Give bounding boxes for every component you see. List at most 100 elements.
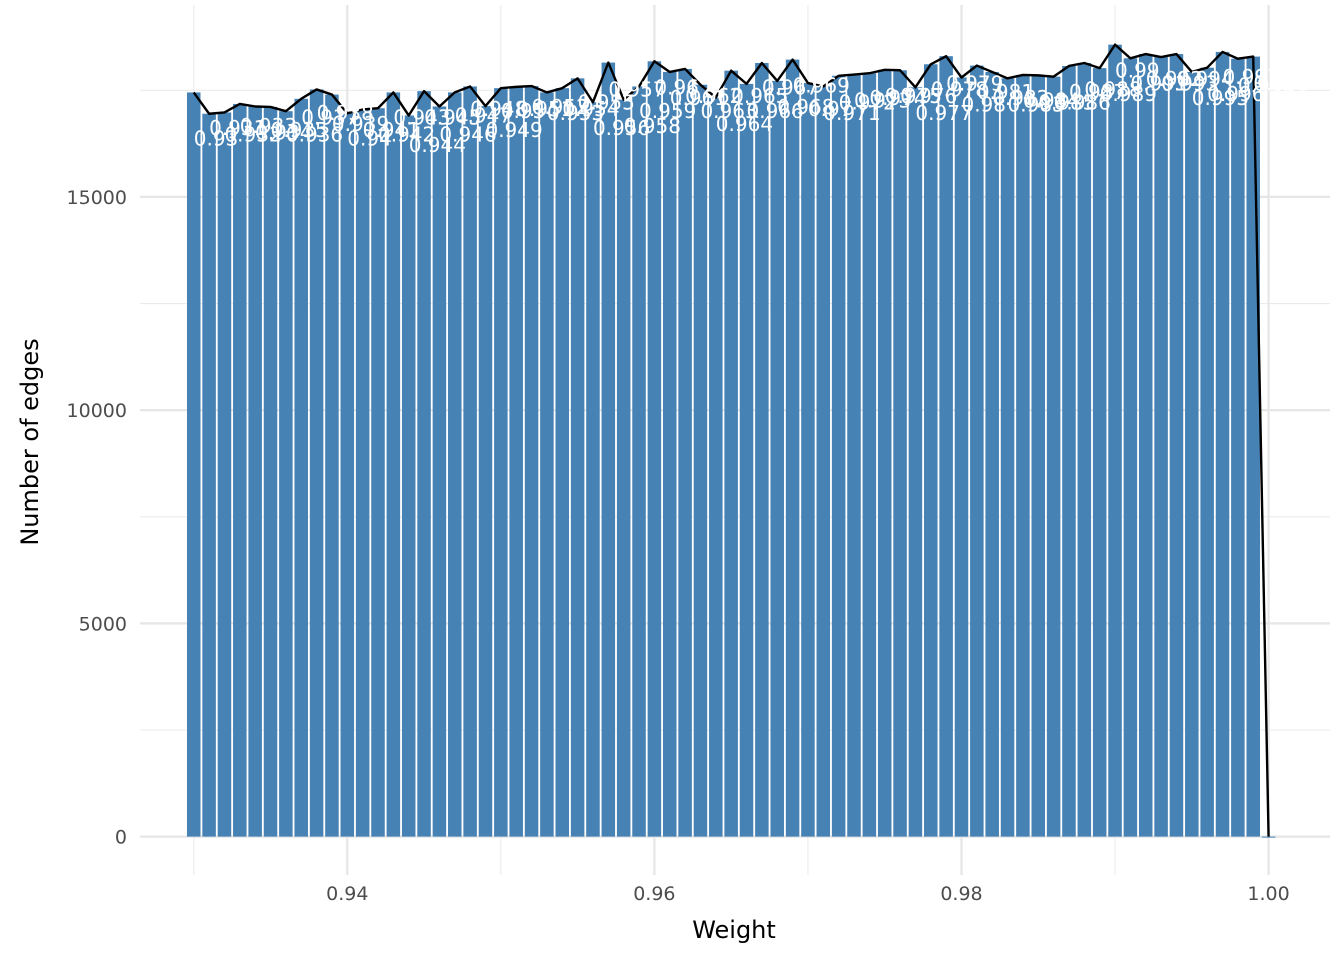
bar xyxy=(939,56,953,837)
bar xyxy=(1000,78,1015,837)
bar xyxy=(755,63,769,837)
bar xyxy=(893,70,907,837)
x-tick-label: 0.94 xyxy=(326,883,368,905)
bar xyxy=(586,102,600,837)
bar-label: 0.949 xyxy=(485,118,542,142)
bar-label: 0.938 xyxy=(317,101,374,125)
bar-label: 0.942 xyxy=(378,122,435,146)
bar xyxy=(862,73,877,837)
bar-label: 0.978 xyxy=(931,78,988,102)
bar xyxy=(570,78,585,837)
bar-label: 0.953 xyxy=(547,101,604,125)
bar xyxy=(924,64,938,837)
bar xyxy=(432,106,447,837)
bar xyxy=(540,92,554,837)
bar xyxy=(494,88,508,837)
bar-label: 0.975 xyxy=(885,84,942,108)
bar-label: 0.99 xyxy=(1115,59,1160,83)
y-tick-label: 5000 xyxy=(79,613,127,635)
bar-label: 0.935 xyxy=(271,118,328,142)
y-axis-ticks: 0 5000 10000 15000 xyxy=(67,187,127,849)
bar xyxy=(386,92,401,837)
bar-label: 0.977 xyxy=(915,101,972,125)
bar xyxy=(739,83,754,837)
bar-label: 0.989 xyxy=(1100,82,1157,106)
bar xyxy=(325,94,339,837)
x-tick-label: 1.00 xyxy=(1247,883,1289,905)
bar xyxy=(1062,65,1076,837)
bar xyxy=(555,88,570,837)
bar-label: 0.95 xyxy=(501,99,546,123)
bar-label: 0.97 xyxy=(808,97,853,121)
bar-label: 0.994 xyxy=(1176,67,1233,91)
bar-label: 0.96 xyxy=(654,76,699,100)
bar xyxy=(647,61,662,837)
bar-label: 0.974 xyxy=(869,86,926,110)
bar xyxy=(478,106,493,837)
bar-label: 0.941 xyxy=(363,118,420,142)
bar-labels: 0.930.9310.9320.9330.9340.9350.9360.9370… xyxy=(194,59,1311,158)
line-layer xyxy=(192,43,1270,837)
bar xyxy=(1231,58,1245,837)
bar-label: 0.968 xyxy=(777,95,834,119)
x-tick-label: 0.98 xyxy=(940,883,982,905)
bar-label: 0.997 xyxy=(1223,65,1280,89)
bar-label: 0.98 xyxy=(961,93,1006,117)
bar xyxy=(785,59,800,837)
bar-label: 0.933 xyxy=(240,114,297,138)
y-axis-title: Number of edges xyxy=(16,338,44,545)
bar-label: 0.992 xyxy=(1146,67,1203,91)
bar-label: 0.986 xyxy=(1054,90,1111,114)
y-tick-label: 15000 xyxy=(67,187,127,209)
bar xyxy=(263,106,278,837)
bar-label: 0.963 xyxy=(700,99,757,123)
bar xyxy=(294,98,308,837)
bar-label: 0.967 xyxy=(762,76,819,100)
bar xyxy=(693,84,708,837)
bar-label: 0.982 xyxy=(992,86,1049,110)
bar xyxy=(1200,67,1214,837)
bar xyxy=(1123,58,1138,837)
bar-label: 0.959 xyxy=(639,99,696,123)
y-tick-label: 10000 xyxy=(67,400,127,422)
bar xyxy=(186,92,201,837)
bar xyxy=(801,83,815,837)
bar xyxy=(1169,54,1184,837)
bar-label: 0.973 xyxy=(854,88,911,112)
bar-label: 0.984 xyxy=(1023,88,1080,112)
bar xyxy=(1077,63,1092,837)
x-axis-ticks: 0.94 0.96 0.98 1.00 xyxy=(326,883,1290,905)
series-line xyxy=(192,43,1270,837)
bar xyxy=(1016,74,1030,837)
bar xyxy=(279,111,293,837)
bar xyxy=(217,112,232,837)
bar-label: 0.983 xyxy=(1008,93,1065,117)
bar-label: 0.996 xyxy=(1207,82,1264,106)
bar xyxy=(1246,56,1260,837)
bar xyxy=(417,91,431,837)
bar-label: 0.988 xyxy=(1084,78,1141,102)
bar-label: 0.958 xyxy=(624,114,681,138)
bar-label: 0.964 xyxy=(716,112,773,136)
bar-label: 0.993 xyxy=(1161,71,1218,95)
bar-label: 0.94 xyxy=(347,127,392,151)
bar-label: 0.999 xyxy=(1253,71,1310,95)
bar-label: 0.937 xyxy=(301,105,358,129)
bar xyxy=(724,70,738,837)
bar xyxy=(524,86,539,837)
bar xyxy=(463,86,477,837)
bar-label: 0.972 xyxy=(839,90,896,114)
bar-label: 0.962 xyxy=(685,84,742,108)
bar xyxy=(770,80,784,837)
bar-label: 0.965 xyxy=(731,84,788,108)
bar xyxy=(632,86,646,837)
bar-label: 0.979 xyxy=(946,71,1003,95)
bar-label: 0.987 xyxy=(1069,80,1126,104)
bar-label: 0.932 xyxy=(224,122,281,146)
bar xyxy=(601,62,616,837)
bar xyxy=(985,71,999,837)
bar xyxy=(1138,54,1153,837)
bar-label: 0.945 xyxy=(424,105,481,129)
bar-label: 0.956 xyxy=(593,116,650,140)
